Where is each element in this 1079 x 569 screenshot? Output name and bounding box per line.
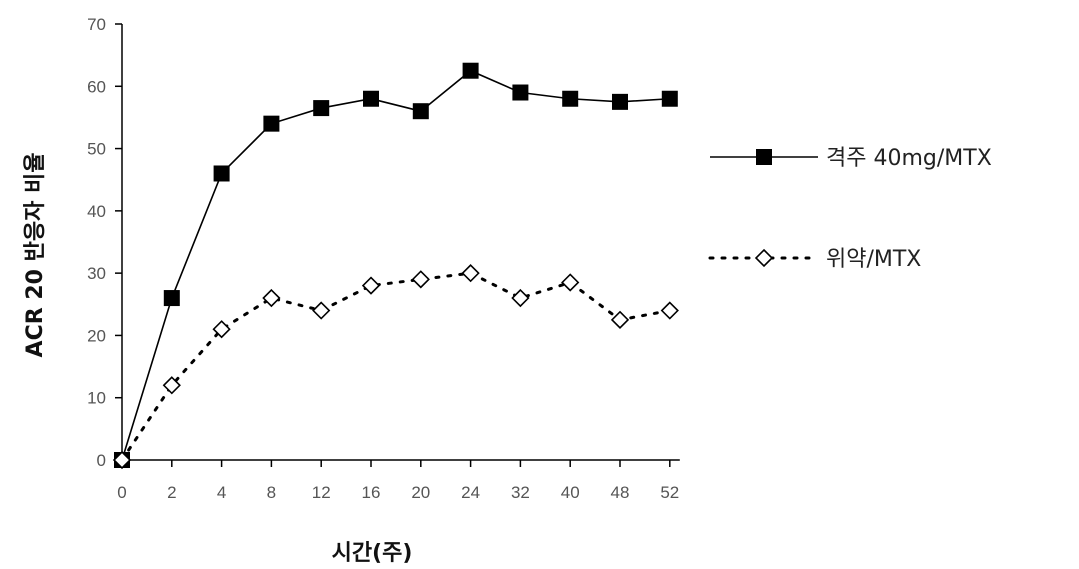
y-tick-label: 50 xyxy=(87,140,106,159)
legend: 격주 40mg/MTX 위약/MTX xyxy=(708,146,992,272)
series-2-point xyxy=(660,301,679,320)
series-2-line xyxy=(120,271,672,462)
series-1-point xyxy=(363,90,379,107)
y-axis-title: ACR 20 반응자 비율 xyxy=(23,153,48,358)
y-tick-label: 0 xyxy=(97,451,106,470)
y-tick-label: 10 xyxy=(87,389,106,408)
legend-label: 격주 40mg/MTX xyxy=(826,146,992,171)
y-tick-label: 60 xyxy=(87,77,106,96)
series-1 xyxy=(114,62,678,468)
series-2-point xyxy=(461,264,480,283)
legend-item-1: 격주 40mg/MTX xyxy=(710,146,992,171)
x-tick-label: 48 xyxy=(611,483,630,502)
legend-marker xyxy=(756,149,772,165)
x-tick-label: 4 xyxy=(217,483,226,502)
x-tick-label: 12 xyxy=(312,483,331,502)
series-1-point xyxy=(462,62,479,79)
series-1-point xyxy=(213,165,230,182)
x-tick-label: 16 xyxy=(362,483,381,502)
x-tick-label: 40 xyxy=(561,483,580,502)
series-layer xyxy=(112,62,679,470)
series-2-point xyxy=(162,376,181,395)
series-1-point xyxy=(163,290,180,307)
series-2-point xyxy=(561,273,580,292)
series-1-point xyxy=(313,100,330,117)
series-1-point xyxy=(263,115,280,132)
series-2-point xyxy=(411,270,430,289)
x-tick-label: 32 xyxy=(511,483,530,502)
x-tick-label: 0 xyxy=(117,483,126,502)
x-axis-title: 시간(주) xyxy=(332,541,413,566)
x-tick-label: 24 xyxy=(461,483,480,502)
series-2-point xyxy=(511,288,530,308)
series-2-point xyxy=(112,450,132,470)
legend-item-2: 위약/MTX xyxy=(708,247,921,272)
series-2-point xyxy=(361,276,381,295)
series-2-point xyxy=(212,320,231,339)
y-tick-label: 20 xyxy=(87,326,106,345)
y-tick-label: 70 xyxy=(87,15,106,34)
series-1-point xyxy=(512,84,529,101)
series-2-point xyxy=(262,288,281,308)
series-1-line xyxy=(121,69,670,461)
series-1-point xyxy=(412,103,429,120)
y-tick-label: 40 xyxy=(87,202,106,221)
x-tick-label: 52 xyxy=(660,483,679,502)
series-1-point xyxy=(562,90,579,107)
x-tick-label: 20 xyxy=(411,483,430,502)
series-1-point xyxy=(661,90,678,107)
legend-label: 위약/MTX xyxy=(826,247,921,272)
series-1-point xyxy=(612,93,628,110)
series-2-point xyxy=(610,310,630,329)
y-axis: 0 10 20 30 40 50 60 70 xyxy=(87,15,123,470)
x-tick-label: 8 xyxy=(267,483,276,502)
series-2 xyxy=(112,264,679,470)
x-axis: 0 2 4 8 12 16 20 24 32 40 48 52 xyxy=(117,459,680,502)
y-tick-label: 30 xyxy=(87,264,106,283)
series-2-point xyxy=(312,301,331,320)
x-tick-label: 2 xyxy=(167,483,176,502)
legend-marker xyxy=(754,248,774,268)
